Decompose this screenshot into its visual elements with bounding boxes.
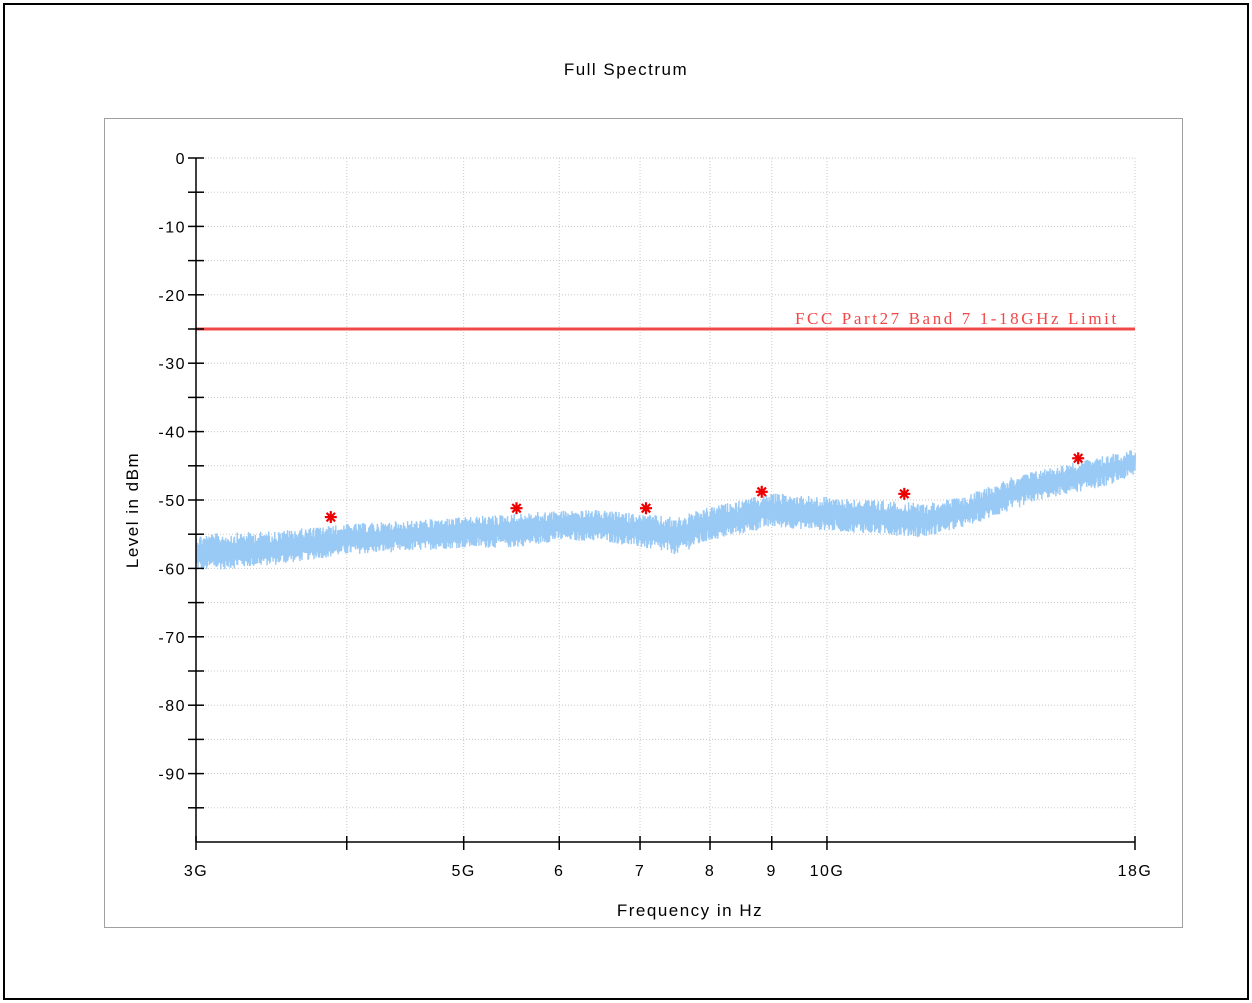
peak-marker-stroke	[899, 488, 910, 499]
peak-marker-stroke	[1073, 453, 1084, 464]
y-tick-label: -60	[158, 561, 186, 578]
x-tick-label: 8	[705, 863, 715, 880]
chart-title: Full Spectrum	[563, 60, 689, 79]
y-tick-label: -30	[158, 356, 186, 373]
axes: 3G 5G 6 7 8 9 10G 18G 0 -10 -20 -30 -40 -50 -60 -70 -80 -…	[158, 151, 1153, 880]
y-tick-label: -70	[158, 630, 186, 647]
limit-line-label: FCC Part27 Band 7 1-18GHz Limit	[795, 309, 1119, 328]
chart-frame	[3, 3, 1249, 1000]
y-tick-label: 0	[176, 151, 186, 168]
y-axis-label: Level in dBm	[123, 452, 142, 568]
x-tick-label: 5G	[452, 863, 476, 880]
peak-markers	[324, 452, 1085, 524]
spectrum-trace	[195, 450, 1136, 570]
peak-marker	[755, 485, 768, 498]
x-tick-label: 9	[767, 863, 777, 880]
peak-marker-stroke	[640, 503, 652, 514]
x-axis-label: Frequency in Hz	[617, 901, 763, 920]
peak-marker	[639, 502, 652, 515]
x-tick-label: 6	[554, 863, 564, 880]
peak-marker-stroke	[325, 512, 336, 523]
x-tick-label: 7	[635, 863, 645, 880]
x-tick-label: 10G	[810, 863, 845, 880]
plot-panel	[104, 118, 1183, 928]
y-tick-label: -40	[158, 425, 186, 442]
y-tick-label: -20	[158, 288, 186, 305]
peak-marker	[1072, 452, 1085, 465]
peak-marker-stroke	[756, 486, 767, 497]
y-tick-label: -50	[158, 493, 186, 510]
y-tick-label: -90	[158, 767, 186, 784]
x-tick-label: 3G	[184, 863, 208, 880]
peak-marker	[324, 511, 337, 524]
peak-marker-stroke	[511, 503, 522, 514]
spectrum-trace-path	[195, 450, 1136, 570]
limit-line-group: FCC Part27 Band 7 1-18GHz Limit	[196, 309, 1135, 331]
y-tick-label: -80	[158, 698, 186, 715]
x-tick-label: 18G	[1118, 863, 1153, 880]
peak-marker	[510, 502, 523, 515]
y-tick-label: -10	[158, 219, 186, 236]
peak-marker	[898, 487, 911, 500]
